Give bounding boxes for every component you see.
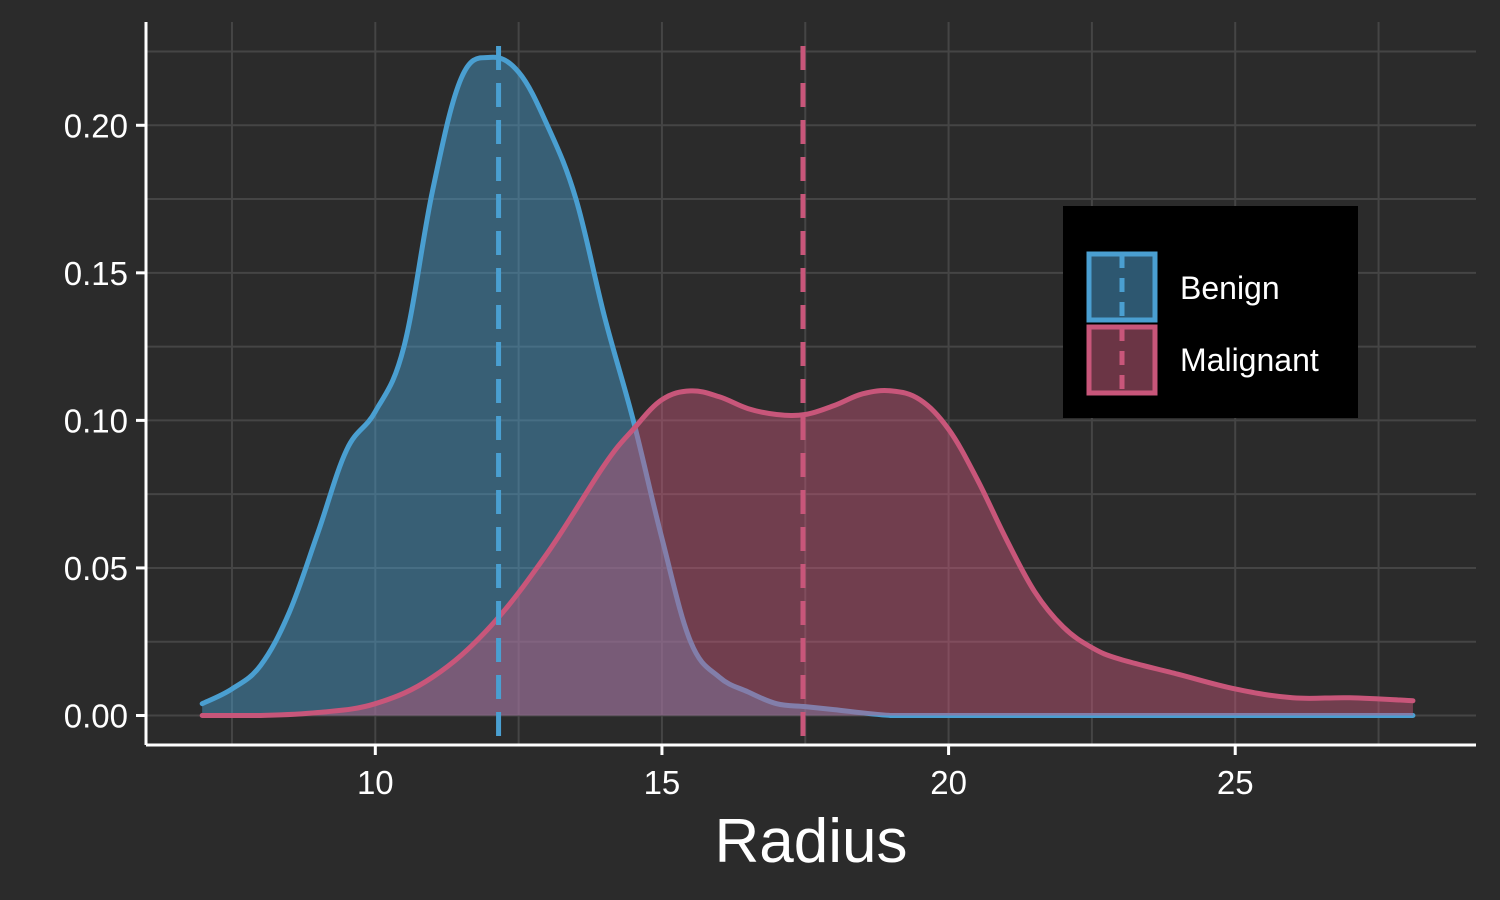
x-tick-label: 25: [1217, 764, 1254, 801]
y-tick-label: 0.00: [64, 697, 128, 734]
x-tick-label: 10: [357, 764, 394, 801]
density-line-benign: [199, 54, 1416, 718]
x-axis-title: Radius: [715, 807, 908, 876]
density-line-malignant: [199, 388, 1416, 718]
density-area-benign: [202, 57, 1413, 716]
x-tick-label: 15: [644, 764, 681, 801]
x-tick-label: 20: [930, 764, 967, 801]
legend-label-benign: Benign: [1180, 270, 1280, 306]
y-tick-label: 0.15: [64, 255, 128, 292]
ticks: 0.00 0.05 0.10 0.15 0.20 10 15 20 25: [64, 107, 1254, 801]
mean-lines: [496, 46, 806, 745]
legend-item-benign: Benign: [1086, 251, 1280, 323]
density-areas: [199, 54, 1416, 718]
density-area-malignant: [202, 390, 1413, 716]
legend-label-malignant: Malignant: [1180, 342, 1319, 378]
legend: Benign Malignant: [1063, 206, 1358, 418]
y-tick-label: 0.10: [64, 402, 128, 439]
y-tick-label: 0.05: [64, 550, 128, 587]
legend-item-malignant: Malignant: [1086, 324, 1319, 396]
y-tick-label: 0.20: [64, 107, 128, 144]
axes: [144, 22, 1476, 747]
